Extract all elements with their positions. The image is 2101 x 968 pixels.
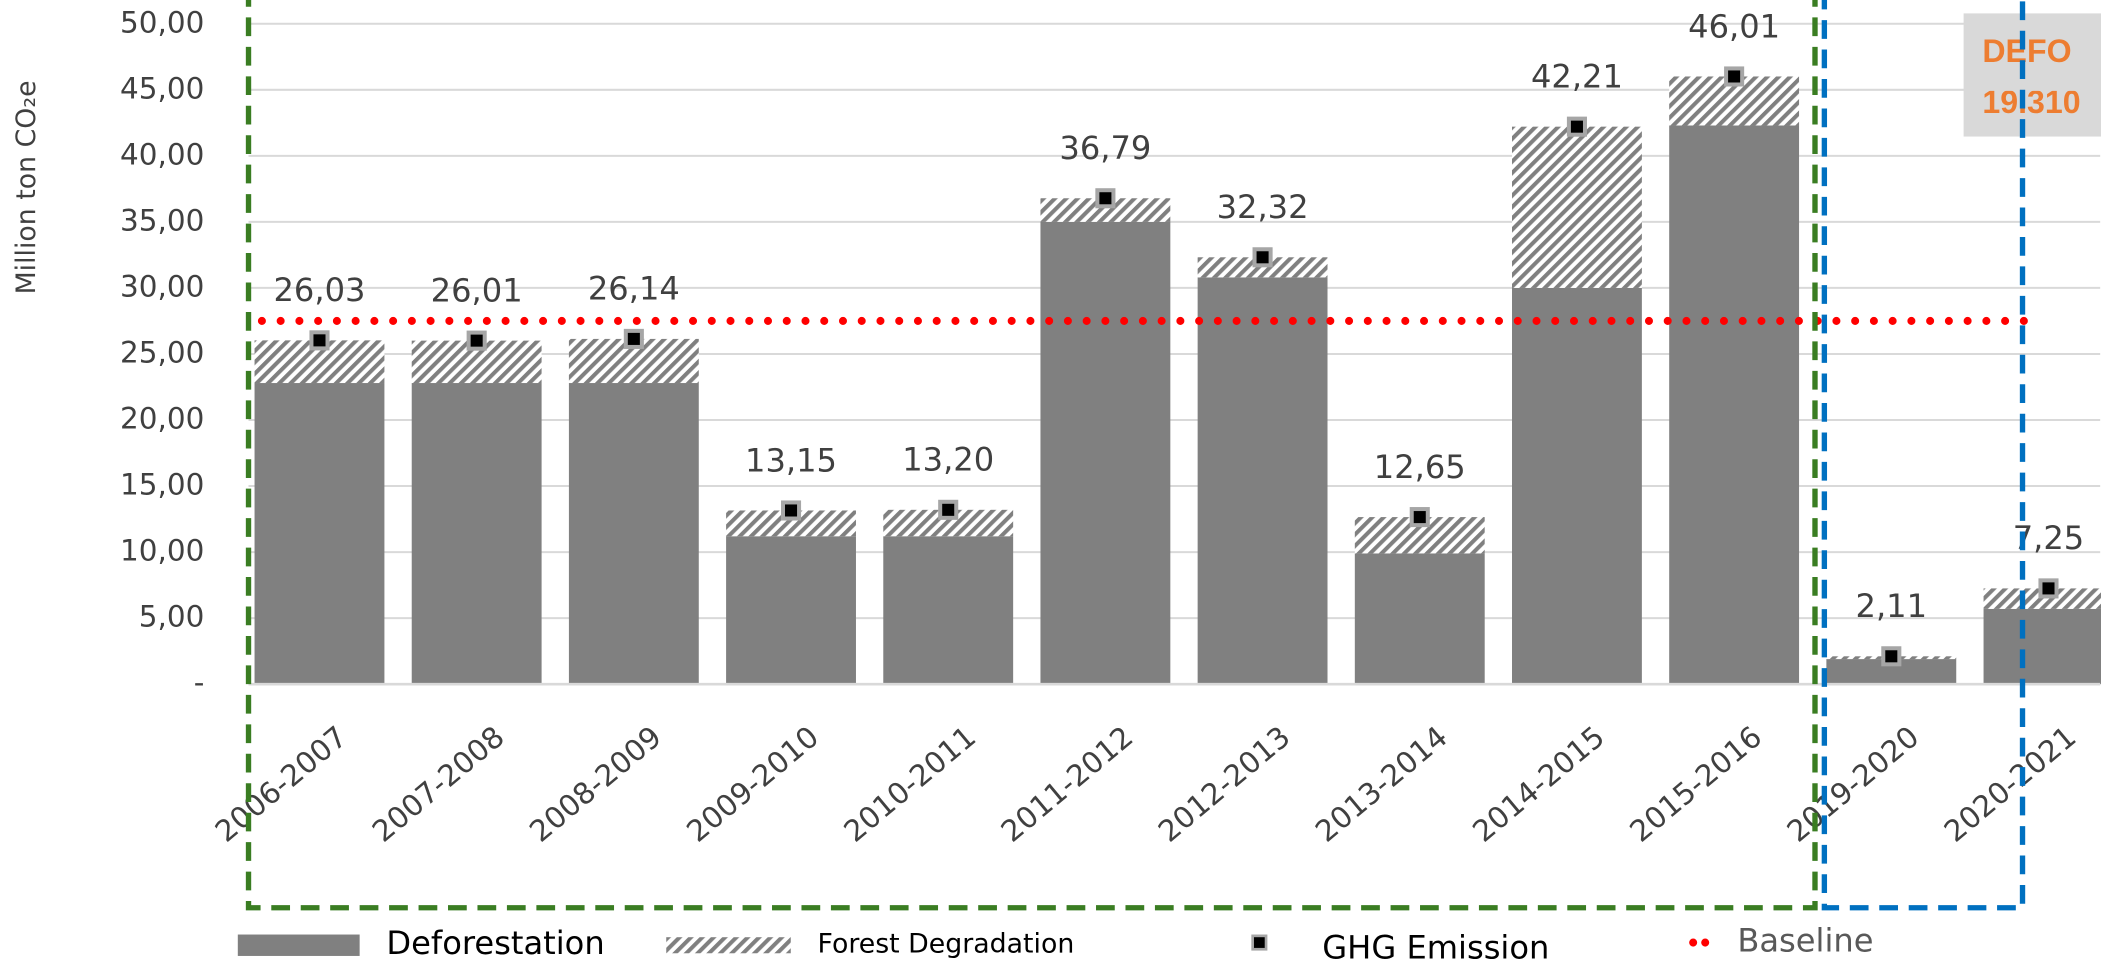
legend-label: Baseline — [1737, 922, 1873, 960]
data-label: 32,32 — [1217, 188, 1309, 226]
ghg-marker — [1252, 247, 1273, 268]
bar-segment — [1512, 287, 1642, 685]
annotation: DEFO — [1982, 33, 2071, 69]
legend-label: Deforestation — [386, 924, 604, 962]
y-tick-label: 45,00 — [120, 71, 204, 105]
ghg-marker — [466, 330, 487, 351]
legend-label: Forest Degradation — [818, 929, 1075, 960]
group-box — [1821, 0, 2026, 911]
legend-swatch — [1251, 934, 1268, 951]
ghg-marker — [623, 328, 644, 349]
data-label: 13,20 — [902, 441, 994, 479]
bar-segment — [1197, 277, 1328, 685]
y-tick-label: 30,00 — [120, 269, 204, 303]
data-label: 42,21 — [1531, 57, 1623, 95]
x-tick-label: 2019-2020 — [1781, 720, 1926, 849]
y-tick-label: 35,00 — [120, 203, 204, 237]
x-tick-label: 2013-2014 — [1309, 720, 1454, 849]
bar-segment — [883, 536, 1014, 685]
y-tick-label: 50,00 — [120, 5, 204, 39]
y-tick-label: - — [194, 666, 205, 700]
bar-segment — [1983, 588, 2101, 609]
x-tick-label: 2012-2013 — [1152, 720, 1297, 849]
bar-segment — [1354, 553, 1485, 685]
y-tick-label: 40,00 — [120, 137, 204, 171]
ghg-marker — [1881, 646, 1902, 667]
x-tick-label: 2007-2008 — [366, 720, 511, 849]
y-tick-label: 25,00 — [120, 335, 204, 369]
x-tick-label: 2006-2007 — [209, 720, 354, 849]
x-tick-label: 2014-2015 — [1466, 720, 1611, 849]
ghg-marker — [1409, 507, 1430, 528]
ghg-marker — [1724, 66, 1745, 87]
x-tick-label: 2010-2011 — [837, 720, 982, 849]
legend-swatch — [666, 937, 791, 954]
data-label: 2,11 — [1856, 587, 1928, 625]
bar-segment — [1512, 126, 1642, 288]
bar-segment — [254, 383, 385, 685]
x-tick-label: 2008-2009 — [523, 720, 668, 849]
y-tick-label: 10,00 — [120, 534, 204, 568]
data-label: 26,01 — [431, 271, 523, 309]
y-tick-label: 20,00 — [120, 402, 204, 436]
legend-swatch — [237, 934, 360, 956]
bar-segment — [1040, 198, 1171, 222]
ghg-marker — [309, 330, 330, 351]
bar-segment — [568, 383, 699, 685]
bar-segment — [411, 383, 542, 685]
bar-segment — [726, 536, 856, 685]
legend-label: GHG Emission — [1322, 928, 1549, 966]
ghg-marker — [1566, 116, 1587, 137]
data-label: 26,03 — [273, 271, 365, 309]
ghg-marker — [2038, 578, 2059, 599]
ghg-marker — [780, 500, 802, 521]
y-tick-label: 15,00 — [120, 468, 204, 502]
data-label: 12,65 — [1374, 448, 1466, 486]
y-tick-label: 5,00 — [139, 600, 205, 634]
x-tick-label: 2011-2012 — [995, 720, 1140, 849]
bar-segment — [1040, 221, 1171, 685]
ghg-marker — [1095, 188, 1116, 209]
bar-segment — [1669, 125, 1800, 685]
ghg-marker — [938, 499, 959, 520]
x-tick-label: 2009-2010 — [680, 720, 825, 849]
data-label: 36,79 — [1059, 129, 1151, 167]
data-label: 26,14 — [588, 270, 680, 308]
bar-segment — [1983, 608, 2101, 685]
y-axis-label: Million ton CO₂e — [11, 80, 42, 294]
x-tick-label: 2020-2021 — [1938, 720, 2083, 849]
data-label: 46,01 — [1688, 7, 1780, 45]
annotation-box — [1963, 13, 2101, 137]
data-label: 13,15 — [745, 441, 837, 479]
x-tick-label: 2015-2016 — [1623, 720, 1768, 849]
